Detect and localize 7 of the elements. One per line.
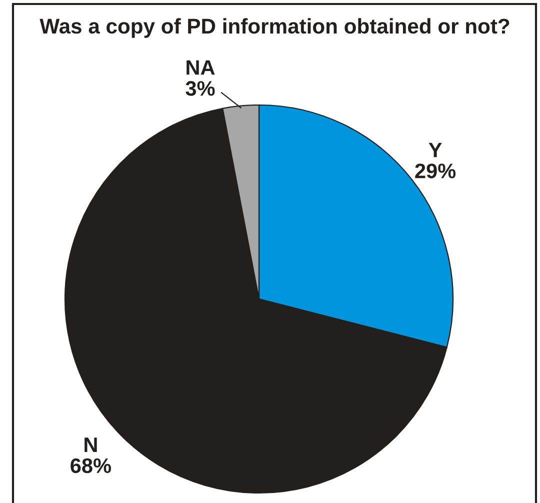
data-label: 3% — [186, 81, 215, 96]
slice-label: NA — [186, 60, 215, 75]
data-label: 29% — [415, 164, 456, 178]
slice-label: Y — [428, 142, 442, 158]
chart-title: Was a copy of PD information obtained or not? — [40, 18, 510, 38]
data-label: 68% — [70, 458, 112, 474]
slice-label: N — [84, 438, 97, 452]
